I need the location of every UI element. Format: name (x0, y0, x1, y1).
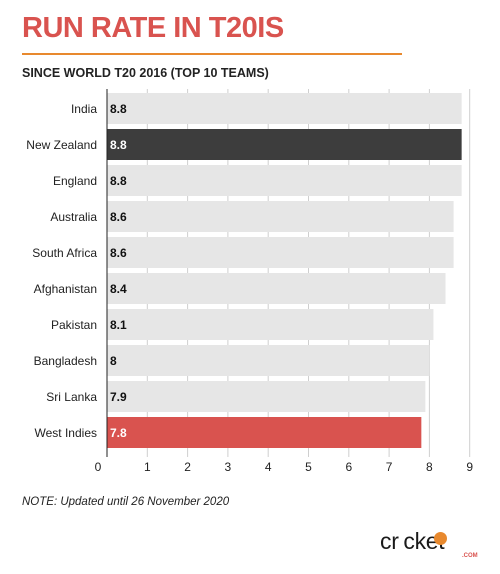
category-label: West Indies (35, 426, 97, 440)
category-label: Pakistan (51, 318, 97, 332)
title-underline (22, 53, 402, 55)
category-label: South Africa (32, 246, 97, 260)
cricket-com-logo: cricket .COM (380, 528, 492, 562)
bar (107, 309, 434, 340)
data-label: 8.8 (110, 138, 127, 152)
data-label: 7.9 (110, 390, 127, 404)
bar (107, 381, 426, 412)
chart-title: RUN RATE IN T20IS (22, 12, 284, 44)
category-label: New Zealand (26, 138, 97, 152)
x-tick-label: 8 (426, 460, 433, 474)
data-label: 8.4 (110, 282, 127, 296)
category-label: Afghanistan (34, 282, 97, 296)
x-tick-label: 1 (144, 460, 151, 474)
data-label: 8.8 (110, 174, 127, 188)
category-label: India (71, 102, 97, 116)
bar (107, 273, 446, 304)
bar (107, 93, 462, 124)
bar (107, 417, 422, 448)
data-label: 8 (110, 354, 117, 368)
bar (107, 345, 430, 376)
footnote: NOTE: Updated until 26 November 2020 (22, 496, 230, 508)
x-tick-label: 4 (265, 460, 272, 474)
chart-subtitle: SINCE WORLD T20 2016 (TOP 10 TEAMS) (22, 66, 269, 80)
x-tick-label: 3 (225, 460, 232, 474)
category-label: Australia (50, 210, 97, 224)
x-tick-label: 9 (466, 460, 473, 474)
bar-chart: India 8.8 New Zealand 8.8 England 8.8 Australi… (26, 89, 473, 474)
bar (107, 165, 462, 196)
x-tick-label: 6 (345, 460, 352, 474)
data-label: 8.6 (110, 246, 127, 260)
bar (107, 237, 454, 268)
data-label: 8.1 (110, 318, 127, 332)
x-tick-label: 0 (95, 460, 102, 474)
x-tick-label: 7 (386, 460, 393, 474)
logo-suffix: .COM (462, 553, 478, 559)
logo-ball-icon (434, 532, 447, 545)
x-tick-label: 2 (184, 460, 191, 474)
x-tick-label: 5 (305, 460, 312, 474)
category-label: Bangladesh (34, 354, 97, 368)
bar (107, 129, 462, 160)
category-label: Sri Lanka (46, 390, 97, 404)
bar (107, 201, 454, 232)
category-label: England (53, 174, 97, 188)
data-label: 8.8 (110, 102, 127, 116)
data-label: 8.6 (110, 210, 127, 224)
data-label: 7.8 (110, 426, 127, 440)
